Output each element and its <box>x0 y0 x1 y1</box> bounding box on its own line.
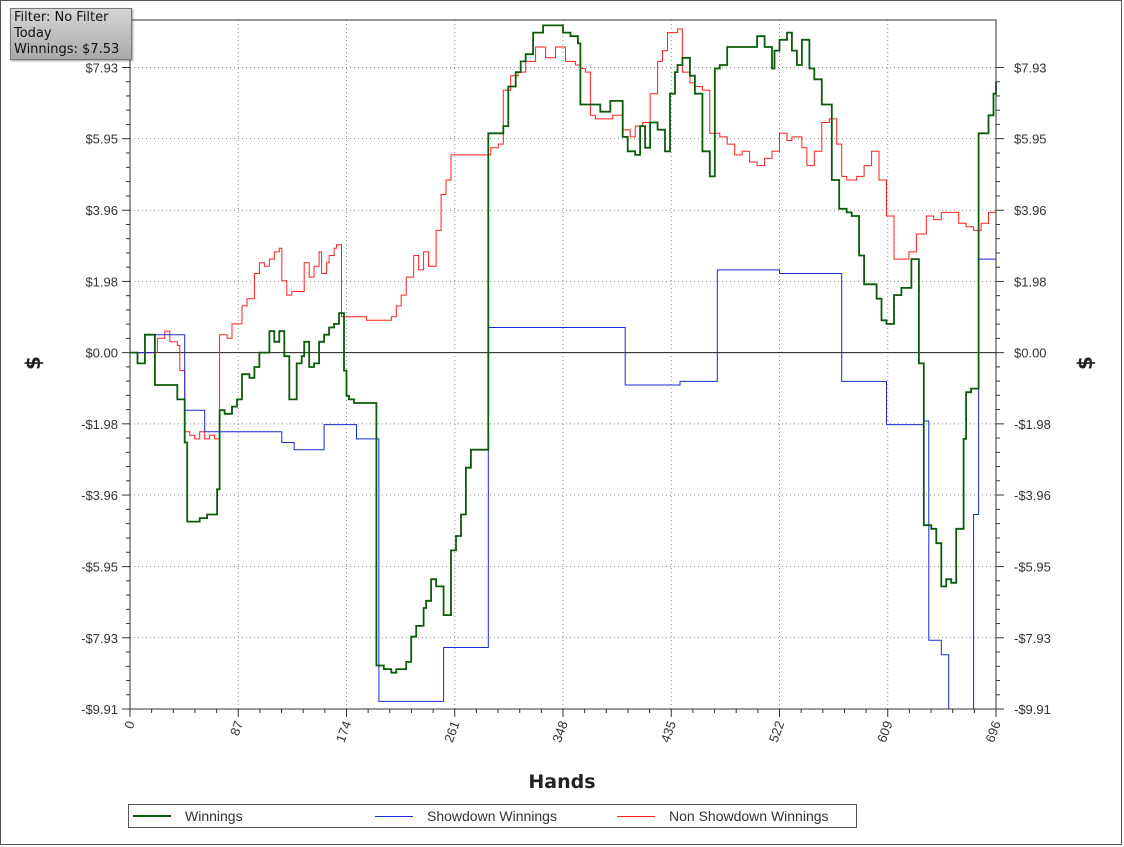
x-tick-label: 87 <box>227 719 246 738</box>
y-tick-label-right: -$3.96 <box>1014 488 1051 503</box>
legend: Winnings Showdown Winnings Non Showdown … <box>128 804 857 828</box>
x-tick-label: 522 <box>766 719 788 745</box>
y-axis-title-left: $ <box>21 356 45 370</box>
legend-swatch-non-showdown <box>617 815 655 817</box>
x-tick-label: 696 <box>982 719 1004 745</box>
y-tick-label-right: $1.98 <box>1014 274 1047 289</box>
y-tick-label-left: -$9.91 <box>81 702 118 717</box>
y-tick-label-left: -$1.98 <box>81 417 118 432</box>
legend-swatch-winnings <box>133 815 171 817</box>
y-tick-label-left: $0.00 <box>85 346 118 361</box>
period-label: Today <box>14 26 52 41</box>
y-tick-label-right: $0.00 <box>1014 346 1047 361</box>
y-tick-label-left: -$5.95 <box>81 560 118 575</box>
winnings-line-chart: -$9.91 -$9.91 -$7.93 -$7.93 -$5.95 -$5.95 -$3.… <box>21 19 1097 793</box>
grid-lines <box>130 20 996 710</box>
y-tick-label-right: -$7.93 <box>1014 631 1051 646</box>
y-tick-label-right: $3.96 <box>1014 203 1047 218</box>
legend-swatch-showdown <box>375 815 413 817</box>
x-tick-label: 0 <box>121 719 138 731</box>
x-tick-label: 435 <box>658 719 680 745</box>
y-tick-label-left: $1.98 <box>85 274 118 289</box>
series-lines <box>130 24 997 710</box>
x-tick-label: 261 <box>441 719 463 745</box>
showdown-winnings-line <box>130 237 997 710</box>
y-tick-label-left: -$7.93 <box>81 631 118 646</box>
filter-label: Filter: No Filter <box>14 10 109 25</box>
x-axis-title: Hands <box>528 771 595 793</box>
y-tick-label-right: -$9.91 <box>1014 702 1051 717</box>
y-tick-label-right: $5.95 <box>1014 132 1047 147</box>
legend-item-showdown: Showdown Winnings <box>375 805 557 827</box>
legend-item-winnings: Winnings <box>133 805 243 827</box>
y-tick-label-left: -$3.96 <box>81 488 118 503</box>
winnings-line <box>130 24 997 674</box>
x-tick-label: 348 <box>549 719 571 745</box>
y-tick-label-right: -$1.98 <box>1014 417 1051 432</box>
legend-label-non-showdown: Non Showdown Winnings <box>669 808 829 824</box>
x-tick-label: 609 <box>874 719 896 745</box>
winnings-total-label: Winnings: $7.53 <box>14 42 120 57</box>
y-tick-label-right: $7.93 <box>1014 60 1047 75</box>
y-tick-label-left: $5.95 <box>85 132 118 147</box>
legend-label-winnings: Winnings <box>185 808 243 824</box>
y-tick-label-left: $7.93 <box>85 60 118 75</box>
y-tick-label-right: -$5.95 <box>1014 560 1051 575</box>
legend-item-non-showdown: Non Showdown Winnings <box>617 805 829 827</box>
y-tick-label-left: $3.96 <box>85 203 118 218</box>
x-tick-label: 174 <box>333 719 355 745</box>
non-showdown-winnings-line <box>130 28 996 440</box>
legend-label-showdown: Showdown Winnings <box>427 808 557 824</box>
y-axis-title-right: $ <box>1073 356 1097 370</box>
filter-info-box: Filter: No Filter Today Winnings: $7.53 <box>10 8 132 60</box>
axes: -$9.91 -$9.91 -$7.93 -$7.93 -$5.95 -$5.95 -$3.… <box>81 19 1051 745</box>
